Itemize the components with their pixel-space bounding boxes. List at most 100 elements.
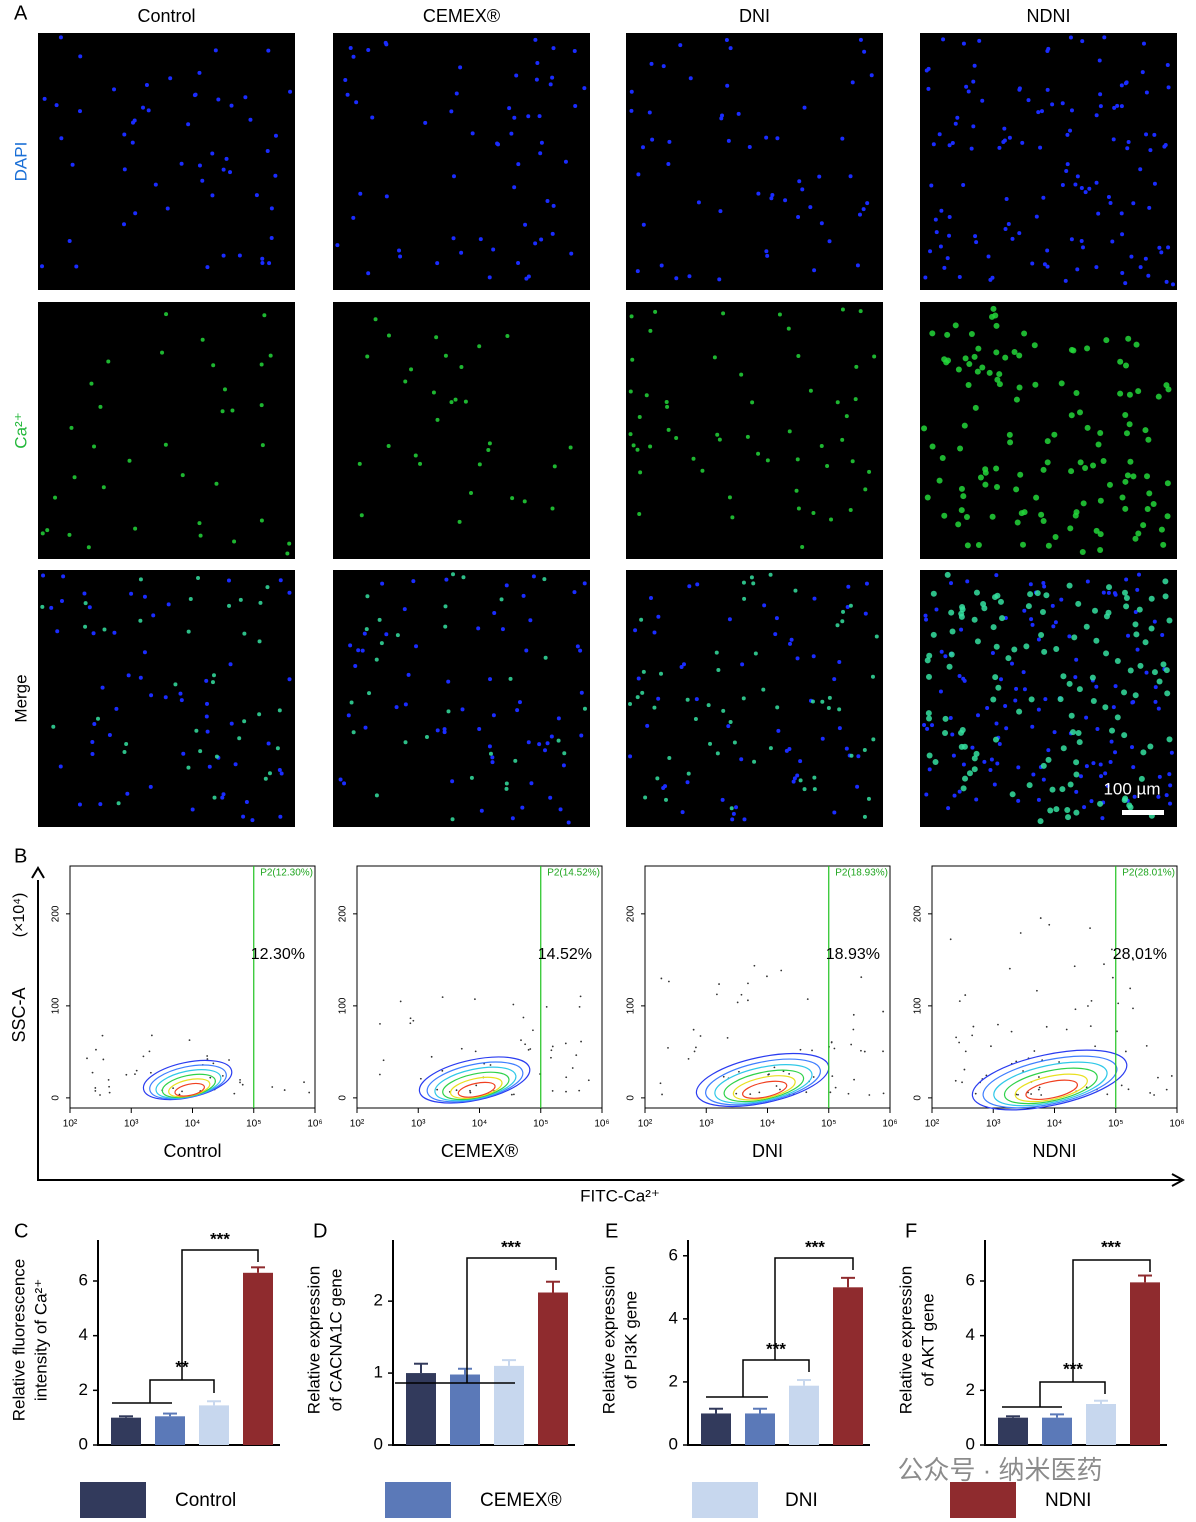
micrograph — [626, 570, 883, 827]
cell — [487, 275, 492, 280]
cell — [397, 248, 402, 253]
cell — [630, 357, 635, 362]
cell — [458, 65, 463, 70]
cell — [1106, 481, 1113, 488]
event — [1090, 999, 1093, 1002]
cell — [720, 797, 725, 802]
cell — [774, 616, 779, 621]
axis-arrow — [31, 866, 1186, 1187]
cell — [848, 507, 853, 512]
cell — [726, 724, 731, 729]
cell — [112, 87, 117, 92]
cell — [510, 496, 515, 501]
cell — [837, 659, 842, 664]
cell — [1060, 745, 1067, 752]
cell — [1130, 473, 1137, 480]
event — [239, 1078, 241, 1081]
cell — [865, 201, 870, 206]
cell — [1060, 673, 1067, 680]
gate-percent: 28.01% — [1113, 946, 1167, 963]
cell — [856, 754, 861, 759]
cell — [641, 145, 646, 150]
cell — [812, 596, 817, 601]
contour — [732, 1075, 796, 1101]
cell — [1093, 637, 1100, 644]
cell — [579, 733, 584, 738]
cell — [986, 254, 991, 259]
cell — [510, 816, 515, 821]
cell — [100, 685, 105, 690]
event — [997, 1023, 999, 1026]
event — [520, 1039, 522, 1042]
cell — [854, 364, 859, 369]
cell — [214, 754, 219, 759]
cell — [140, 105, 145, 110]
x-tick-label: 10² — [925, 1119, 940, 1130]
cell — [77, 109, 82, 114]
cell — [1028, 582, 1033, 587]
event — [1089, 1025, 1092, 1027]
micrograph — [920, 33, 1177, 290]
cell — [98, 404, 103, 409]
cell — [974, 368, 981, 375]
cell — [212, 795, 217, 800]
cell — [277, 767, 282, 772]
cell — [955, 115, 960, 120]
event — [1132, 958, 1135, 961]
cell — [993, 322, 1000, 329]
legend-swatch — [692, 1482, 758, 1518]
cell — [259, 403, 264, 408]
event — [1116, 1030, 1118, 1033]
cell — [1135, 587, 1140, 592]
cell — [961, 183, 966, 188]
cell — [1053, 645, 1060, 652]
cell — [934, 230, 939, 235]
plot-name: NDNI — [1033, 1141, 1077, 1161]
plot-frame — [356, 865, 603, 1109]
cell — [872, 354, 877, 359]
gate-percent: 12.30% — [251, 946, 305, 963]
cell — [149, 693, 154, 698]
event — [91, 1071, 94, 1074]
cell — [545, 741, 550, 746]
cell — [1043, 697, 1048, 702]
cell — [1095, 441, 1102, 448]
cell — [923, 613, 928, 618]
cell — [1031, 772, 1036, 777]
event — [571, 1067, 574, 1069]
cell — [729, 806, 734, 811]
cell — [443, 604, 448, 609]
cell — [850, 459, 855, 464]
cell — [1030, 622, 1035, 627]
cell — [216, 97, 221, 102]
cell — [994, 721, 999, 726]
cell — [1100, 457, 1107, 464]
cell — [539, 237, 544, 242]
cell — [1135, 647, 1140, 652]
cell — [90, 740, 95, 745]
cell — [769, 196, 774, 201]
cell — [275, 746, 280, 751]
cell — [656, 614, 661, 619]
cell — [952, 793, 957, 798]
cell — [463, 399, 468, 404]
cell — [1166, 85, 1171, 90]
cell — [179, 161, 184, 166]
y-tick-label: 0 — [374, 1434, 383, 1453]
cell — [716, 667, 721, 672]
cell — [784, 748, 789, 753]
cell — [386, 444, 391, 449]
cell — [1164, 480, 1171, 487]
cell — [924, 494, 931, 501]
cell — [994, 592, 1001, 599]
cell — [273, 173, 278, 178]
cell — [1144, 90, 1149, 95]
cell — [267, 261, 272, 266]
cell — [1160, 633, 1165, 638]
event — [378, 1073, 381, 1076]
cell — [287, 541, 292, 546]
cell — [435, 728, 440, 733]
cell — [1122, 478, 1129, 485]
cell — [666, 162, 671, 167]
y-tick-label: 6 — [669, 1245, 678, 1264]
